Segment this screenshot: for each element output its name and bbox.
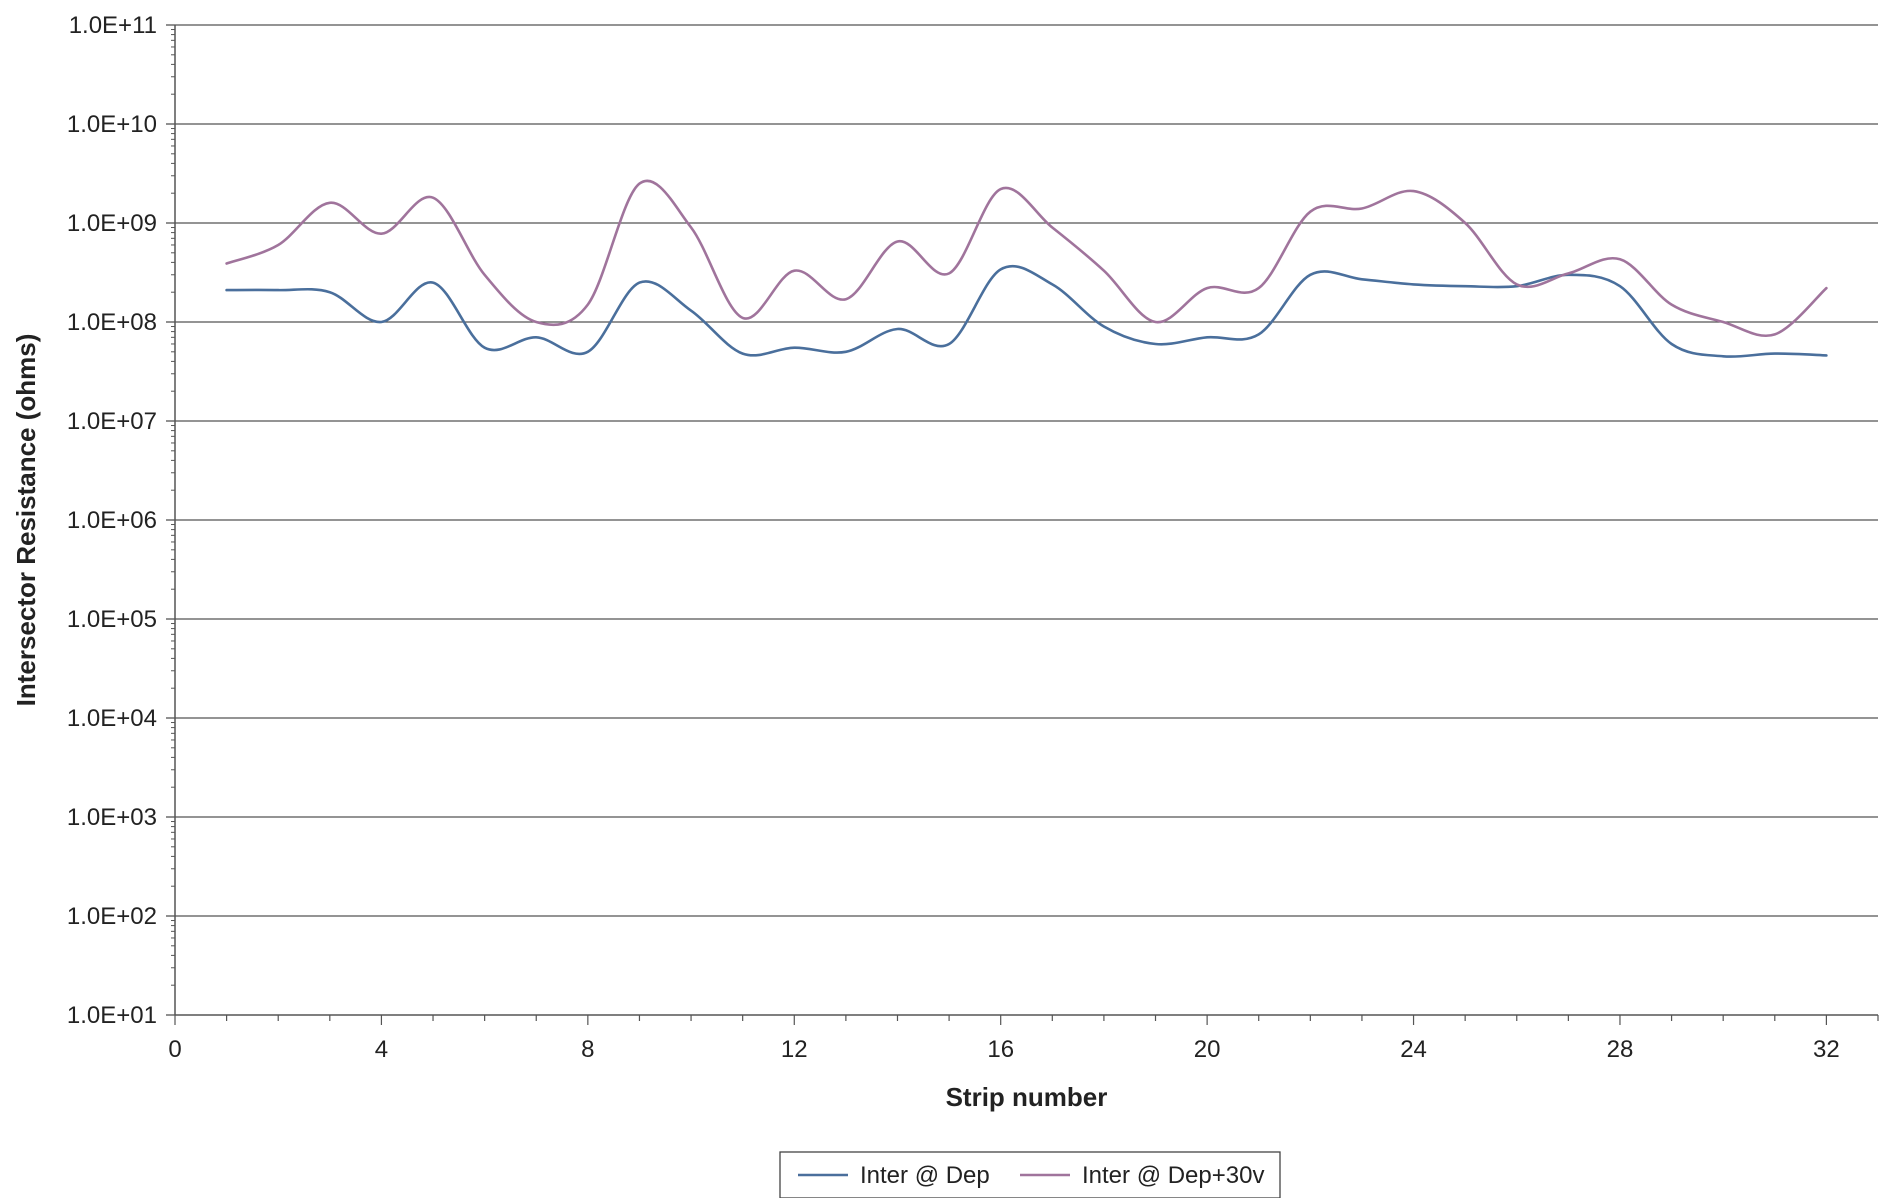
legend-label-1: Inter @ Dep	[860, 1162, 990, 1189]
x-tick-label: 4	[375, 1036, 388, 1063]
x-tick-label: 12	[781, 1036, 808, 1063]
y-tick-label: 1.0E+08	[67, 309, 157, 336]
y-tick-label: 1.0E+06	[67, 507, 157, 534]
x-tick-label: 16	[987, 1036, 1014, 1063]
legend: Inter @ Dep Inter @ Dep+30v	[779, 1151, 1281, 1198]
x-axis-title: Strip number	[946, 1082, 1108, 1112]
y-tick-label: 1.0E+11	[69, 12, 157, 39]
y-tick-label: 1.0E+01	[67, 1002, 157, 1029]
x-tick-label: 28	[1607, 1036, 1634, 1063]
y-tick-label: 1.0E+02	[67, 903, 157, 930]
x-tick-label: 0	[168, 1036, 181, 1063]
legend-label-2: Inter @ Dep+30v	[1082, 1162, 1264, 1189]
y-axis-title: Intersector Resistance (ohms)	[11, 334, 41, 707]
gridlines	[175, 24, 1878, 917]
series-line-2	[225, 179, 1828, 337]
series-lines	[225, 179, 1828, 358]
y-tick-label: 1.0E+04	[67, 705, 157, 732]
x-tick-label: 8	[581, 1036, 594, 1063]
x-tick-label: 20	[1194, 1036, 1221, 1063]
y-tick-label: 1.0E+07	[67, 408, 157, 435]
x-tick-label: 32	[1813, 1036, 1840, 1063]
x-tick-label: 24	[1400, 1036, 1427, 1063]
axes: 1.0E+01 1.0E+02 1.0E+03 1.0E+04 1.0E+05 1.0E+…	[67, 12, 1879, 1063]
y-tick-label: 1.0E+10	[67, 111, 157, 138]
series-line-1	[225, 264, 1828, 358]
y-tick-label: 1.0E+05	[67, 606, 157, 633]
y-tick-label: 1.0E+09	[67, 210, 157, 237]
y-tick-label: 1.0E+03	[67, 804, 157, 831]
